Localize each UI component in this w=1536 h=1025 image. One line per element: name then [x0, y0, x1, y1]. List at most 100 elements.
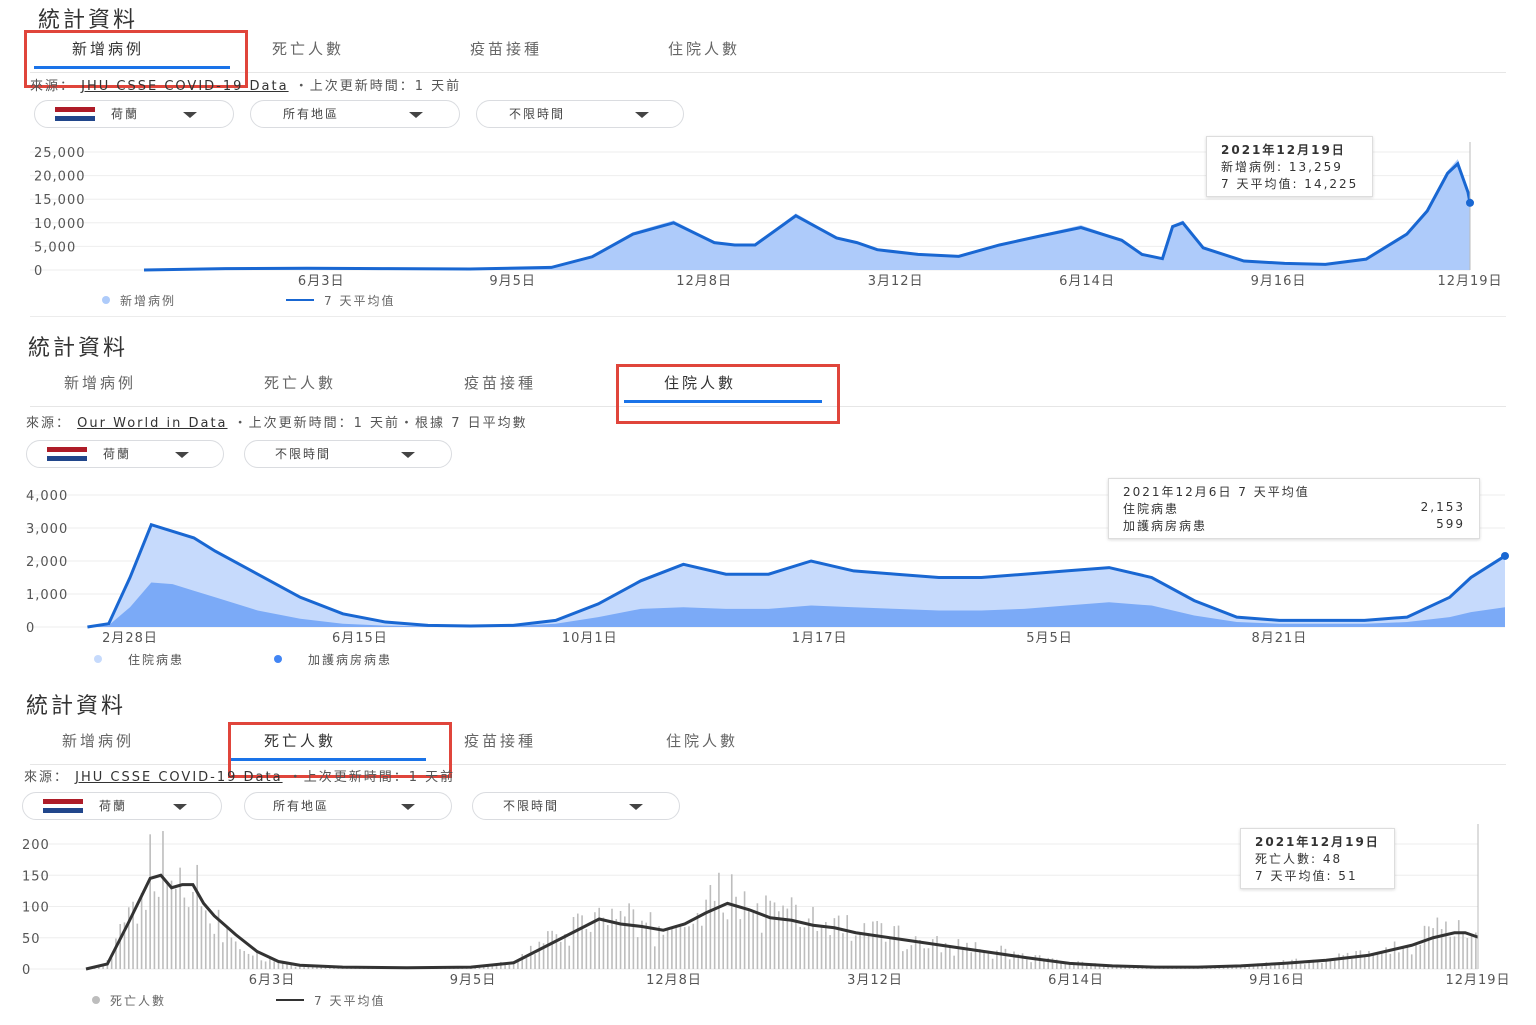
- bar-deaths: [1000, 945, 1002, 969]
- x-tick-label: 1月17日: [792, 631, 848, 646]
- tab-new-cases[interactable]: 新增病例: [64, 374, 137, 392]
- source-link[interactable]: Our World in Data: [77, 416, 228, 431]
- bar-deaths: [568, 945, 571, 969]
- country-dropdown[interactable]: 荷蘭: [22, 792, 222, 820]
- tooltip-value: 599: [1436, 517, 1465, 531]
- tab-hospitalizations[interactable]: 住院人數: [668, 40, 741, 58]
- bar-deaths: [662, 934, 665, 969]
- time-dropdown[interactable]: 不限時間: [476, 100, 684, 128]
- legend-swatch: [94, 655, 102, 663]
- bar-deaths: [1316, 960, 1319, 969]
- bar-deaths: [777, 911, 780, 969]
- bar-deaths: [961, 949, 964, 969]
- bar-deaths: [1445, 921, 1447, 969]
- country-dropdown[interactable]: 荷蘭: [34, 100, 234, 128]
- tab-new-cases[interactable]: 新增病例: [62, 732, 135, 750]
- legend-label: 死亡人數: [110, 994, 166, 1008]
- tab-underline: [230, 758, 426, 761]
- bar-deaths: [1466, 938, 1469, 969]
- bar-deaths: [1085, 964, 1088, 969]
- bar-deaths: [1115, 967, 1118, 969]
- time-dropdown[interactable]: 不限時間: [472, 792, 680, 820]
- bar-deaths: [696, 913, 699, 969]
- x-tick-label: 12月19日: [1445, 973, 1510, 988]
- bar-deaths: [110, 958, 113, 969]
- bar-deaths: [324, 967, 327, 969]
- bar-deaths: [914, 936, 917, 969]
- bar-deaths: [1449, 936, 1452, 969]
- tab-vaccinations[interactable]: 疫苗接種: [470, 40, 543, 58]
- bar-deaths: [1030, 962, 1032, 969]
- tab-vaccinations[interactable]: 疫苗接種: [464, 374, 537, 392]
- tooltip-value: 新增病例: 13,259: [1221, 160, 1343, 174]
- bar-deaths: [564, 934, 566, 969]
- bar-deaths: [1291, 959, 1293, 969]
- bar-deaths: [320, 967, 323, 969]
- bar-deaths: [529, 945, 532, 969]
- source-line: 來源： JHU CSSE COVID-19 Data ・上次更新時間：1 天前: [24, 766, 455, 785]
- chevron-down-icon: [401, 804, 415, 810]
- bar-deaths: [936, 936, 938, 969]
- bar-deaths: [213, 933, 216, 969]
- bar-deaths: [1004, 948, 1007, 969]
- bar-deaths: [594, 912, 596, 969]
- tab-deaths[interactable]: 死亡人數: [272, 40, 345, 58]
- tab-new-cases[interactable]: 新增病例: [72, 40, 145, 58]
- bar-deaths: [555, 934, 558, 969]
- bar-deaths: [786, 908, 789, 969]
- time-dropdown[interactable]: 不限時間: [244, 440, 452, 468]
- bar-deaths: [204, 910, 207, 969]
- bar-deaths: [269, 959, 271, 969]
- bar-deaths: [589, 931, 592, 969]
- bar-deaths: [966, 942, 968, 969]
- tab-vaccinations[interactable]: 疫苗接種: [464, 732, 537, 750]
- bar-deaths: [632, 909, 635, 969]
- bar-deaths: [884, 941, 887, 969]
- bar-deaths: [1398, 952, 1400, 969]
- bar-deaths: [872, 921, 874, 969]
- tooltip-row: 住院病患 2,153: [1123, 500, 1465, 517]
- bar-deaths: [756, 903, 759, 969]
- tab-underline: [34, 66, 230, 69]
- bar-deaths: [957, 939, 960, 969]
- bar-deaths: [1355, 951, 1357, 969]
- region-dropdown[interactable]: 所有地區: [244, 792, 452, 820]
- bar-deaths: [1321, 962, 1323, 969]
- dropdown-label: 荷蘭: [99, 799, 128, 813]
- chevron-down-icon: [401, 452, 415, 458]
- x-tick-label: 6月3日: [249, 973, 296, 988]
- bar-deaths: [889, 939, 891, 969]
- bar-deaths: [1342, 955, 1345, 969]
- tab-hospitalizations[interactable]: 住院人數: [664, 374, 737, 392]
- bar-deaths: [683, 927, 686, 969]
- y-tick-label: 10,000: [34, 217, 86, 232]
- bar-deaths: [1329, 959, 1332, 969]
- bar-deaths: [521, 954, 524, 969]
- highlight-box: [24, 30, 248, 88]
- bar-deaths: [1017, 954, 1020, 969]
- dropdown-label: 荷蘭: [103, 447, 132, 461]
- bar-deaths: [1286, 963, 1289, 969]
- x-tick-label: 9月16日: [1251, 274, 1307, 289]
- bar-deaths: [1055, 959, 1058, 969]
- y-tick-label: 5,000: [34, 240, 76, 255]
- source-link[interactable]: JHU CSSE COVID-19 Data: [75, 770, 283, 785]
- source-link[interactable]: JHU CSSE COVID-19 Data: [81, 79, 289, 94]
- bar-deaths: [487, 965, 489, 969]
- source-prefix: 來源：: [24, 770, 70, 785]
- tab-deaths[interactable]: 死亡人數: [264, 732, 337, 750]
- bar-deaths: [803, 927, 806, 969]
- country-dropdown[interactable]: 荷蘭: [26, 440, 224, 468]
- tab-hospitalizations[interactable]: 住院人數: [666, 732, 739, 750]
- tab-deaths[interactable]: 死亡人數: [264, 374, 337, 392]
- bar-deaths: [1380, 952, 1383, 969]
- new-cases-chart: 25,000 20,000 15,000 10,000 5,000 0 6月3日 9月5日 12…: [30, 142, 1502, 308]
- bar-deaths: [1047, 957, 1050, 969]
- bar-deaths: [949, 946, 951, 969]
- bar-deaths: [123, 922, 126, 969]
- bar-deaths: [170, 880, 173, 969]
- region-dropdown[interactable]: 所有地區: [250, 100, 460, 128]
- y-tick-label: 100: [22, 901, 50, 916]
- bar-deaths: [795, 904, 797, 969]
- flag-icon: [47, 447, 87, 461]
